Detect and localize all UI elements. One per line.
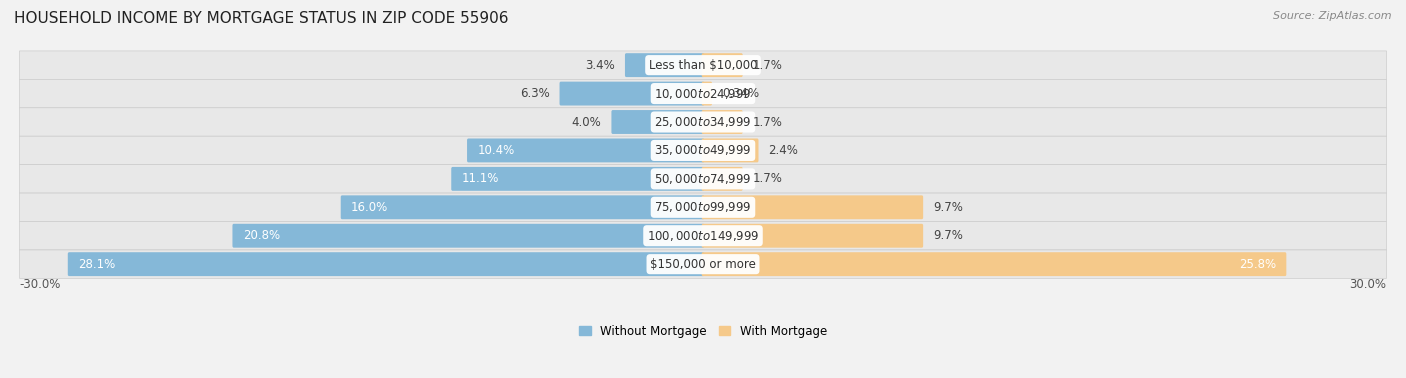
FancyBboxPatch shape bbox=[702, 110, 742, 134]
Text: 6.3%: 6.3% bbox=[520, 87, 550, 100]
Text: 1.7%: 1.7% bbox=[752, 116, 783, 129]
Text: 30.0%: 30.0% bbox=[1350, 278, 1386, 291]
Text: 25.8%: 25.8% bbox=[1239, 258, 1277, 271]
Text: HOUSEHOLD INCOME BY MORTGAGE STATUS IN ZIP CODE 55906: HOUSEHOLD INCOME BY MORTGAGE STATUS IN Z… bbox=[14, 11, 509, 26]
Text: 0.34%: 0.34% bbox=[721, 87, 759, 100]
FancyBboxPatch shape bbox=[67, 252, 704, 276]
Text: 16.0%: 16.0% bbox=[352, 201, 388, 214]
FancyBboxPatch shape bbox=[702, 138, 758, 163]
Text: $75,000 to $99,999: $75,000 to $99,999 bbox=[654, 200, 752, 214]
FancyBboxPatch shape bbox=[612, 110, 704, 134]
FancyBboxPatch shape bbox=[340, 195, 704, 219]
Text: 2.4%: 2.4% bbox=[769, 144, 799, 157]
Text: $35,000 to $49,999: $35,000 to $49,999 bbox=[654, 143, 752, 157]
Text: -30.0%: -30.0% bbox=[20, 278, 60, 291]
FancyBboxPatch shape bbox=[451, 167, 704, 191]
FancyBboxPatch shape bbox=[20, 250, 1386, 278]
Text: $150,000 or more: $150,000 or more bbox=[650, 258, 756, 271]
Text: 3.4%: 3.4% bbox=[585, 59, 614, 72]
Legend: Without Mortgage, With Mortgage: Without Mortgage, With Mortgage bbox=[579, 325, 827, 338]
Text: 9.7%: 9.7% bbox=[934, 229, 963, 242]
FancyBboxPatch shape bbox=[624, 53, 704, 77]
FancyBboxPatch shape bbox=[560, 82, 704, 105]
FancyBboxPatch shape bbox=[20, 51, 1386, 79]
FancyBboxPatch shape bbox=[702, 167, 742, 191]
FancyBboxPatch shape bbox=[702, 195, 924, 219]
Text: Source: ZipAtlas.com: Source: ZipAtlas.com bbox=[1274, 11, 1392, 21]
Text: 9.7%: 9.7% bbox=[934, 201, 963, 214]
Text: 1.7%: 1.7% bbox=[752, 59, 783, 72]
Text: Less than $10,000: Less than $10,000 bbox=[648, 59, 758, 72]
FancyBboxPatch shape bbox=[232, 224, 704, 248]
Text: 10.4%: 10.4% bbox=[478, 144, 515, 157]
Text: $10,000 to $24,999: $10,000 to $24,999 bbox=[654, 87, 752, 101]
FancyBboxPatch shape bbox=[20, 193, 1386, 222]
Text: $100,000 to $149,999: $100,000 to $149,999 bbox=[647, 229, 759, 243]
Text: $25,000 to $34,999: $25,000 to $34,999 bbox=[654, 115, 752, 129]
FancyBboxPatch shape bbox=[702, 82, 711, 105]
Text: 1.7%: 1.7% bbox=[752, 172, 783, 185]
FancyBboxPatch shape bbox=[702, 252, 1286, 276]
FancyBboxPatch shape bbox=[20, 222, 1386, 250]
Text: $50,000 to $74,999: $50,000 to $74,999 bbox=[654, 172, 752, 186]
FancyBboxPatch shape bbox=[702, 53, 742, 77]
FancyBboxPatch shape bbox=[467, 138, 704, 163]
Text: 11.1%: 11.1% bbox=[461, 172, 499, 185]
FancyBboxPatch shape bbox=[20, 136, 1386, 165]
FancyBboxPatch shape bbox=[702, 224, 924, 248]
Text: 28.1%: 28.1% bbox=[79, 258, 115, 271]
FancyBboxPatch shape bbox=[20, 108, 1386, 136]
Text: 4.0%: 4.0% bbox=[572, 116, 602, 129]
Text: 20.8%: 20.8% bbox=[243, 229, 280, 242]
FancyBboxPatch shape bbox=[20, 79, 1386, 108]
FancyBboxPatch shape bbox=[20, 165, 1386, 193]
